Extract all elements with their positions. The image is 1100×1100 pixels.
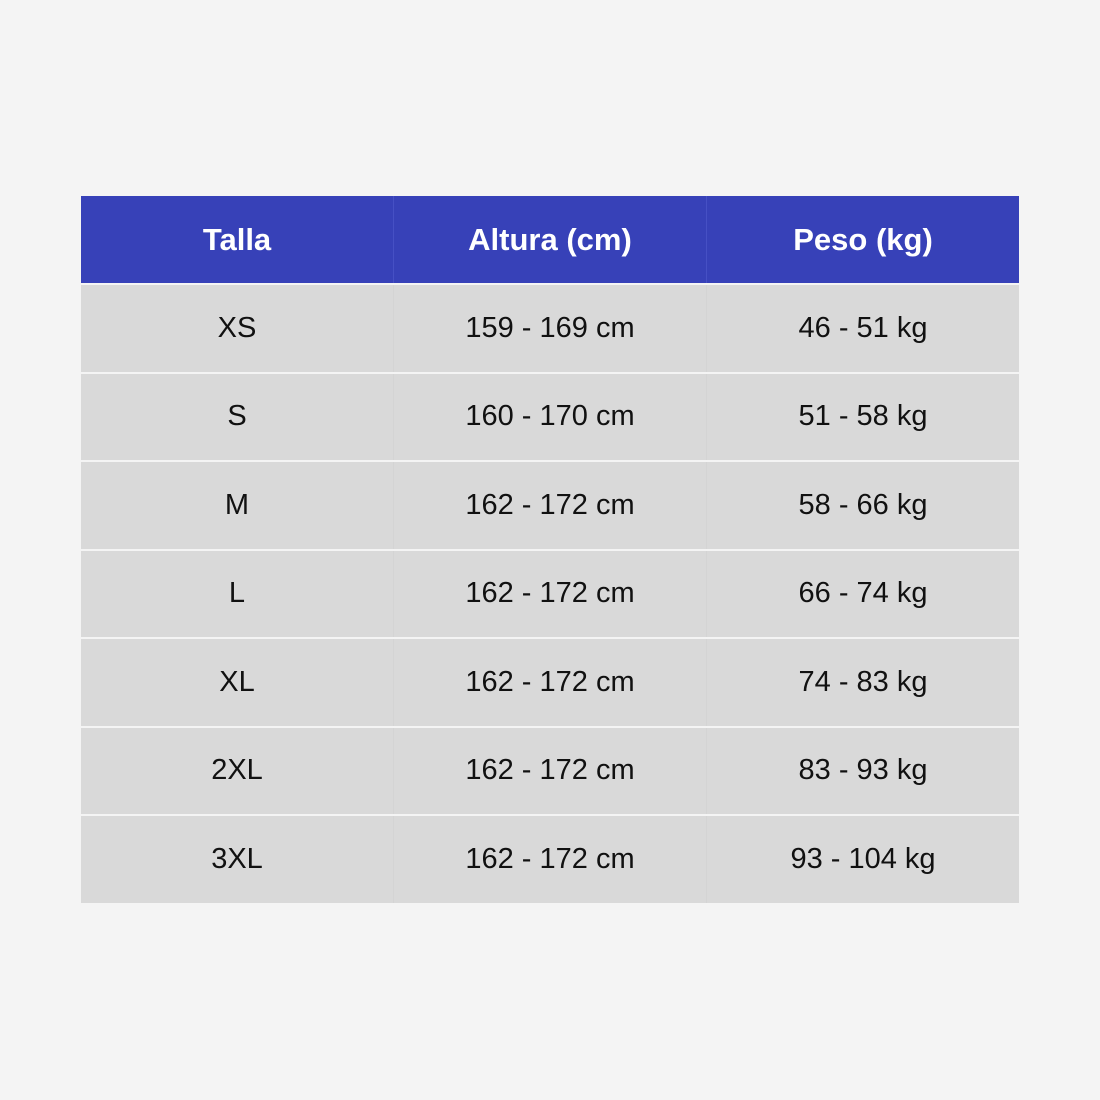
header-peso: Peso (kg) xyxy=(706,196,1019,283)
cell-height: 162 - 172 cm xyxy=(393,639,706,726)
cell-weight: 74 - 83 kg xyxy=(706,639,1019,726)
header-altura: Altura (cm) xyxy=(393,196,706,283)
cell-weight: 66 - 74 kg xyxy=(706,550,1019,637)
table-header: Talla Altura (cm) Peso (kg) xyxy=(81,196,1019,283)
size-chart-table: Talla Altura (cm) Peso (kg) XS 159 - 169 … xyxy=(81,196,1019,903)
table-row: XL 162 - 172 cm 74 - 83 kg xyxy=(81,637,1019,726)
cell-size: 2XL xyxy=(211,754,263,787)
cell-size: XS xyxy=(217,311,257,344)
header-talla: Talla xyxy=(202,221,272,257)
table-row: L 162 - 172 cm 66 - 74 kg xyxy=(81,548,1019,637)
cell-size: S xyxy=(227,400,247,433)
cell-weight: 46 - 51 kg xyxy=(706,285,1019,372)
table-body: XS 159 - 169 cm 46 - 51 kg S 160 - 170 cm 51 … xyxy=(81,283,1019,903)
cell-height: 160 - 170 cm xyxy=(393,373,706,460)
cell-height: 162 - 172 cm xyxy=(393,816,706,903)
cell-height: 162 - 172 cm xyxy=(393,462,706,549)
cell-weight: 83 - 93 kg xyxy=(706,727,1019,814)
table-row: 3XL 162 - 172 cm 93 - 104 kg xyxy=(81,814,1019,903)
table-row: M 162 - 172 cm 58 - 66 kg xyxy=(81,460,1019,549)
cell-size: XL xyxy=(219,665,255,698)
cell-height: 162 - 172 cm xyxy=(393,550,706,637)
cell-weight: 51 - 58 kg xyxy=(706,373,1019,460)
cell-weight: 93 - 104 kg xyxy=(706,816,1019,903)
cell-weight: 58 - 66 kg xyxy=(706,462,1019,549)
cell-size: L xyxy=(228,577,246,610)
table-row: S 160 - 170 cm 51 - 58 kg xyxy=(81,371,1019,460)
table-row: 2XL 162 - 172 cm 83 - 93 kg xyxy=(81,725,1019,814)
cell-size: 3XL xyxy=(211,842,263,875)
table-row: XS 159 - 169 cm 46 - 51 kg xyxy=(81,283,1019,372)
cell-height: 159 - 169 cm xyxy=(393,285,706,372)
cell-height: 162 - 172 cm xyxy=(393,727,706,814)
cell-size: M xyxy=(224,488,250,521)
